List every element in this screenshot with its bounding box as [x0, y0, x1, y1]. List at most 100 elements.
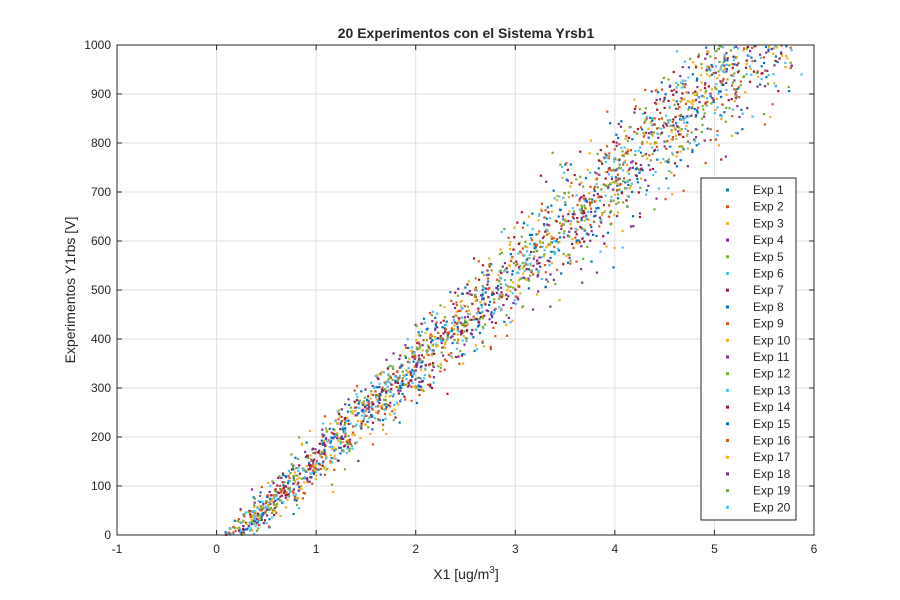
series-exp-10 — [229, 51, 776, 535]
data-point — [473, 349, 476, 353]
data-point — [371, 408, 374, 411]
data-point — [336, 410, 339, 413]
data-point — [278, 475, 281, 478]
data-point — [484, 291, 487, 294]
data-point — [657, 187, 660, 190]
data-point — [738, 115, 741, 119]
data-point — [553, 245, 556, 249]
data-point — [773, 82, 776, 85]
data-point — [346, 445, 350, 449]
data-point — [741, 128, 744, 131]
data-point — [449, 354, 452, 358]
data-point — [249, 515, 252, 519]
data-point — [670, 138, 673, 141]
data-point — [439, 362, 442, 366]
data-point — [732, 46, 736, 49]
data-point — [683, 60, 687, 63]
data-point — [760, 77, 763, 81]
data-point — [451, 341, 454, 345]
data-point — [274, 510, 277, 513]
data-point — [628, 178, 631, 182]
data-point — [647, 127, 650, 130]
data-point — [720, 65, 723, 68]
data-point — [360, 401, 364, 405]
data-point — [526, 224, 529, 227]
data-point — [663, 121, 666, 124]
data-point — [679, 113, 682, 117]
data-point — [594, 214, 597, 217]
data-point — [422, 339, 425, 342]
data-point — [550, 237, 553, 240]
data-point — [311, 448, 314, 451]
data-point — [563, 191, 566, 195]
data-point — [385, 390, 388, 393]
data-point — [703, 112, 706, 115]
data-point — [360, 427, 363, 430]
data-point — [521, 226, 525, 229]
data-point — [314, 478, 317, 481]
data-point — [659, 111, 662, 115]
data-point — [344, 427, 347, 430]
data-point — [425, 339, 428, 342]
data-point — [772, 47, 775, 50]
data-point — [665, 122, 668, 126]
data-point — [710, 88, 714, 91]
data-point — [277, 476, 280, 479]
data-point — [604, 171, 607, 174]
data-point — [644, 119, 647, 122]
data-point — [246, 527, 249, 530]
data-point — [266, 481, 270, 485]
data-point — [517, 279, 521, 282]
data-point — [297, 466, 300, 470]
data-point — [268, 490, 271, 494]
data-point — [616, 173, 620, 176]
data-point — [416, 376, 419, 380]
data-point — [722, 69, 725, 72]
data-point — [666, 140, 669, 143]
data-point — [356, 419, 359, 423]
data-point — [677, 130, 680, 133]
data-point — [535, 268, 538, 271]
y-tick-label: 1000 — [84, 38, 111, 52]
data-point — [481, 293, 484, 296]
data-point — [775, 46, 778, 49]
data-point — [424, 332, 427, 335]
data-point — [444, 323, 448, 326]
legend-entry: Exp 12 — [753, 367, 791, 381]
data-point — [443, 346, 447, 350]
data-point — [385, 402, 388, 406]
data-point — [461, 353, 464, 356]
data-point — [488, 265, 491, 268]
data-point — [693, 139, 696, 143]
data-point — [535, 233, 538, 236]
data-point — [475, 289, 479, 292]
data-point — [419, 334, 422, 337]
data-point — [777, 90, 780, 93]
x-tick-label: 6 — [811, 542, 818, 556]
data-point — [482, 296, 485, 299]
data-point — [720, 45, 723, 48]
data-point — [607, 156, 610, 159]
data-point — [737, 69, 741, 72]
data-point — [558, 208, 562, 211]
data-point — [515, 260, 518, 263]
data-point — [413, 373, 416, 376]
data-point — [339, 442, 342, 445]
data-point — [364, 388, 367, 391]
data-point — [704, 161, 707, 165]
data-point — [341, 426, 345, 429]
data-point — [571, 212, 574, 216]
data-point — [622, 180, 625, 183]
data-point — [297, 507, 301, 510]
data-point — [262, 513, 265, 516]
data-point — [380, 404, 383, 408]
data-point — [454, 291, 457, 294]
data-point — [723, 67, 727, 70]
data-point — [320, 439, 323, 442]
data-point — [525, 250, 529, 253]
data-point — [424, 367, 427, 370]
data-point — [529, 262, 532, 265]
data-point — [731, 108, 734, 111]
data-point — [626, 170, 629, 173]
data-point — [363, 410, 366, 413]
